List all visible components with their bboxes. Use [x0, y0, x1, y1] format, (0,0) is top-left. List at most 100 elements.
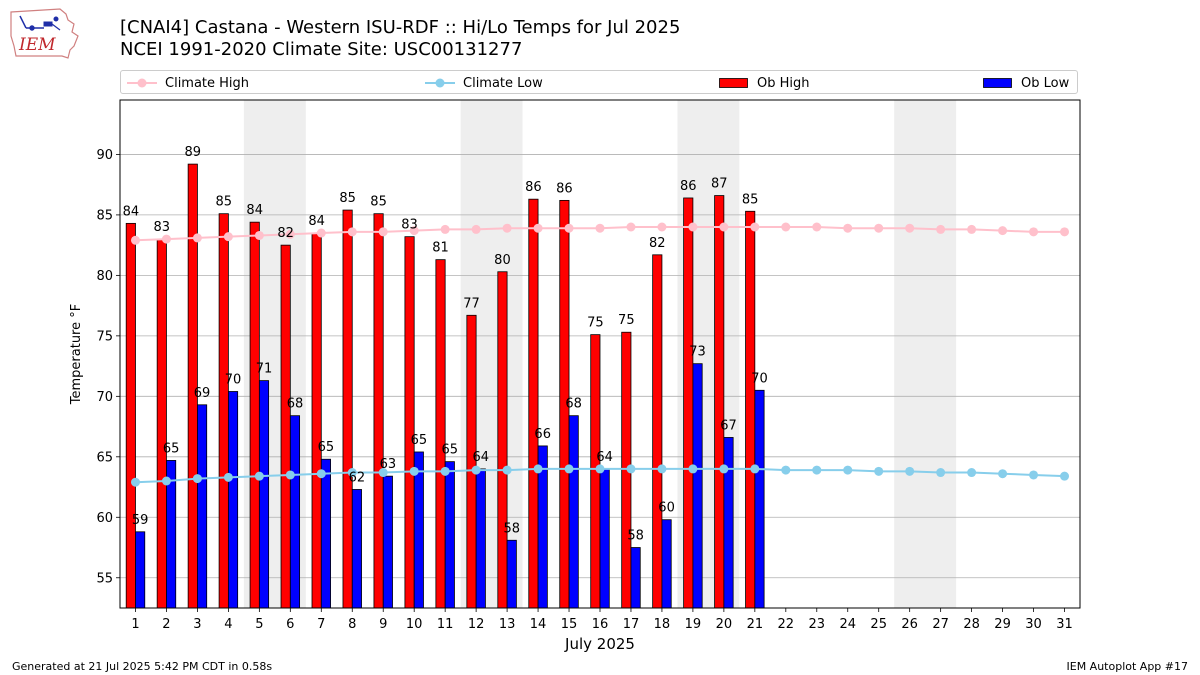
x-tick-label: 11	[437, 617, 454, 632]
ob-high-data-label: 77	[463, 296, 480, 311]
legend-item-climate-high: Climate High	[127, 71, 249, 95]
climate-high-marker	[781, 222, 791, 232]
climate-low-marker	[905, 466, 915, 476]
climate-low-marker	[1060, 471, 1070, 481]
chart-legend: Climate High Climate Low Ob High Ob Low	[120, 70, 1078, 94]
ob-low-data-label: 62	[349, 470, 366, 485]
ob-high-data-label: 81	[432, 241, 449, 256]
climate-high-marker	[967, 224, 977, 234]
climate-low-marker	[936, 468, 946, 478]
climate-high-marker	[285, 229, 295, 239]
climate-high-marker	[874, 223, 884, 233]
ob-high-data-label: 82	[277, 226, 294, 241]
legend-bar-swatch	[719, 78, 748, 88]
ob-high-data-label: 86	[525, 180, 542, 195]
climate-high-marker	[130, 235, 140, 245]
climate-high-marker	[936, 224, 946, 234]
legend-item-climate-low: Climate Low	[425, 71, 543, 95]
ob-low-bar	[289, 415, 301, 609]
climate-high-marker	[843, 223, 853, 233]
ob-high-bar	[311, 232, 322, 609]
climate-high-marker	[471, 224, 481, 234]
x-tick-label: 23	[809, 617, 826, 632]
ob-high-data-label: 89	[185, 145, 202, 160]
ob-low-bar	[166, 460, 177, 609]
ob-low-data-label: 65	[411, 433, 428, 448]
x-tick-label: 29	[994, 617, 1011, 632]
ob-low-data-label: 58	[627, 529, 644, 544]
ob-high-bar	[187, 163, 198, 609]
x-tick-label: 27	[932, 617, 949, 632]
ob-low-data-label: 68	[565, 397, 582, 412]
legend-label: Climate Low	[463, 75, 543, 91]
x-tick-label: 17	[623, 617, 640, 632]
ob-high-bar	[404, 236, 415, 609]
ob-low-bar	[599, 468, 610, 609]
ob-high-data-label: 83	[401, 218, 418, 233]
climate-high-marker	[1029, 227, 1039, 237]
climate-low-marker	[626, 464, 636, 474]
climate-low-marker	[316, 469, 326, 479]
ob-high-bar	[280, 244, 291, 609]
ob-high-data-label: 75	[618, 313, 635, 328]
ob-low-bar	[320, 458, 331, 609]
climate-low-marker	[657, 464, 667, 474]
ob-low-data-label: 63	[380, 457, 397, 472]
climate-low-marker	[812, 465, 822, 475]
climate-high-marker	[998, 226, 1008, 236]
x-tick-label: 24	[839, 617, 856, 632]
ob-low-bar	[258, 380, 270, 609]
ob-high-data-label: 85	[370, 195, 387, 210]
x-tick-label: 31	[1056, 617, 1073, 632]
ob-high-data-label: 84	[308, 214, 325, 229]
legend-line-marker	[127, 78, 157, 88]
x-tick-label: 26	[901, 617, 918, 632]
climate-high-marker	[905, 223, 915, 233]
ob-low-data-label: 65	[318, 440, 335, 455]
x-axis-label: July 2025	[564, 635, 635, 653]
climate-high-marker	[688, 222, 698, 232]
climate-high-marker	[378, 227, 388, 237]
ob-high-bar	[528, 198, 539, 609]
weekend-shading	[243, 100, 306, 608]
ob-high-data-label: 85	[215, 195, 232, 210]
legend-item-ob-high: Ob High	[719, 71, 810, 95]
climate-low-marker	[161, 476, 171, 486]
generated-timestamp: Generated at 21 Jul 2025 5:42 PM CDT in …	[12, 660, 273, 673]
y-tick-label: 90	[96, 148, 113, 163]
climate-low-marker	[378, 468, 388, 478]
x-tick-label: 16	[592, 617, 609, 632]
legend-item-ob-low: Ob Low	[983, 71, 1069, 95]
ob-high-data-label: 84	[123, 204, 140, 219]
climate-high-marker	[316, 228, 326, 238]
ob-high-data-label: 86	[556, 181, 573, 196]
climate-high-marker	[812, 222, 822, 232]
ob-low-bar	[413, 451, 424, 609]
climate-low-marker	[502, 465, 512, 475]
y-tick-label: 60	[96, 511, 113, 526]
climate-high-marker	[161, 234, 171, 244]
ob-low-data-label: 70	[751, 371, 768, 386]
climate-high-marker	[440, 224, 450, 234]
x-tick-label: 30	[1025, 617, 1042, 632]
ob-low-data-label: 65	[442, 443, 459, 458]
x-tick-label: 8	[348, 617, 356, 632]
ob-low-data-label: 58	[503, 521, 520, 536]
x-tick-label: 3	[193, 617, 201, 632]
x-tick-label: 28	[963, 617, 980, 632]
climate-high-marker	[626, 222, 636, 232]
climate-low-marker	[471, 465, 481, 475]
weather-station-icon	[19, 15, 61, 31]
ob-low-bar	[135, 531, 146, 609]
ob-high-data-label: 86	[680, 179, 697, 194]
climate-high-marker	[192, 233, 202, 243]
climate-low-marker	[223, 472, 233, 482]
climate-low-marker	[998, 469, 1008, 479]
legend-label: Ob High	[757, 75, 810, 91]
x-tick-label: 25	[870, 617, 887, 632]
ob-low-bar	[630, 547, 641, 609]
climate-low-marker	[874, 466, 884, 476]
climate-low-line	[135, 467, 1065, 484]
ob-high-bar	[621, 331, 632, 609]
